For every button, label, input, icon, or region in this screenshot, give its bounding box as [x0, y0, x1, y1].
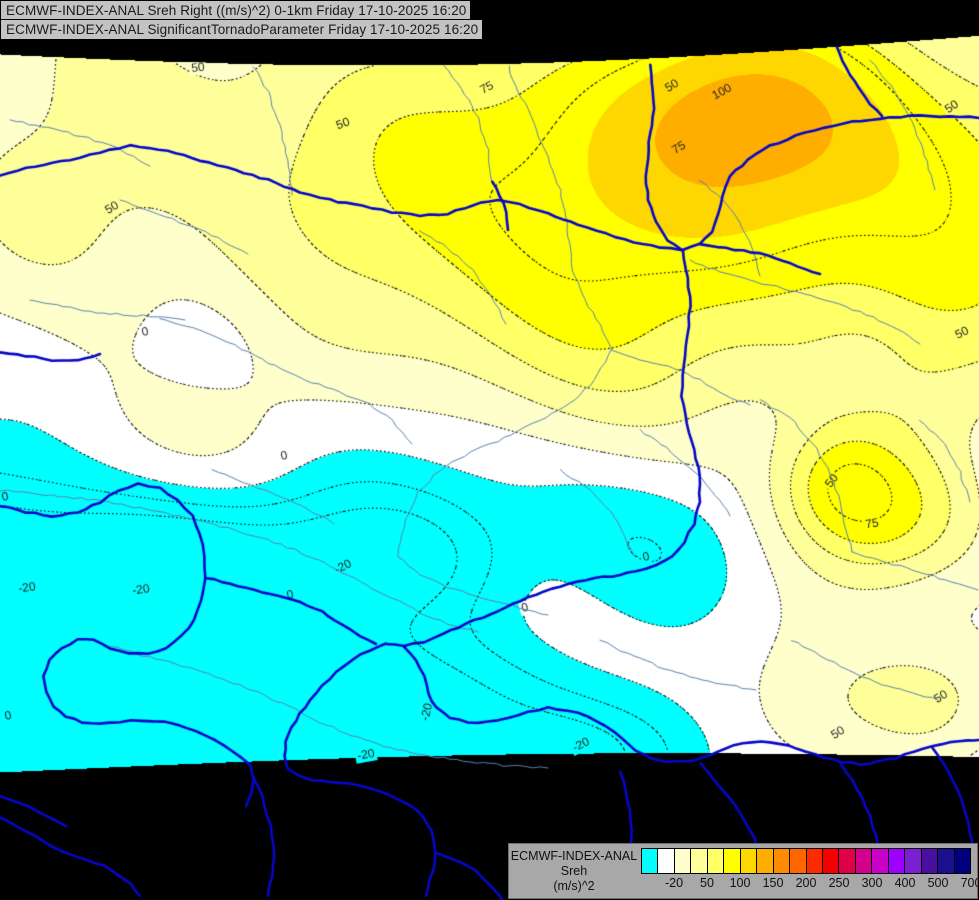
colorbar-swatch-19[interactable] — [954, 849, 971, 873]
legend-scale: -20 50 100 150 200 250 300 400 500 700 — [639, 844, 979, 893]
colorbar-swatch-17[interactable] — [921, 849, 939, 873]
legend-title-block: ECMWF-INDEX-ANAL Sreh (m/s)^2 — [509, 844, 639, 894]
colorbar-tick-300: 300 — [861, 876, 883, 890]
colorbar-tick-400: 400 — [894, 876, 916, 890]
title-bar-stp: ECMWF-INDEX-ANAL SignificantTornadoParam… — [0, 19, 484, 40]
colorbar-swatch-5[interactable] — [724, 849, 741, 873]
colorbar-tick-700: 700 — [960, 876, 979, 890]
colorbar-ticks: -20 50 100 150 200 250 300 400 500 700 — [641, 875, 979, 893]
colorbar-swatch-14[interactable] — [872, 849, 889, 873]
colorbar-tick-100: 100 — [729, 876, 751, 890]
colorbar-swatch-15[interactable] — [888, 849, 906, 873]
colorbar-swatch-13[interactable] — [855, 849, 873, 873]
colorbar-swatch-11[interactable] — [822, 849, 840, 873]
colorbar-swatch-8[interactable] — [773, 849, 791, 873]
colorbar-tick-500: 500 — [927, 876, 949, 890]
colorbar-legend[interactable]: ECMWF-INDEX-ANAL Sreh (m/s)^2 -20 50 100 15… — [508, 843, 979, 899]
colorbar-tick-150: 150 — [762, 876, 784, 890]
colorbar-swatch-10[interactable] — [806, 849, 823, 873]
colorbar-tick-200: 200 — [795, 876, 817, 890]
colorbar-tick-250: 250 — [828, 876, 850, 890]
colorbar-swatch-7[interactable] — [757, 849, 774, 873]
colorbar-swatch-0[interactable] — [642, 849, 659, 873]
legend-model-label: ECMWF-INDEX-ANAL — [510, 849, 638, 863]
colorbar-swatch-3[interactable] — [691, 849, 708, 873]
colorbar-swatch-12[interactable] — [839, 849, 856, 873]
colorbar-tick--20: -20 — [664, 876, 684, 890]
colorbar-swatch-1[interactable] — [658, 849, 675, 873]
colorbar-tick-50: 50 — [700, 876, 714, 890]
legend-variable-label: Sreh — [560, 864, 588, 878]
colorbar-swatch-16[interactable] — [905, 849, 922, 873]
colorbar-swatch-18[interactable] — [938, 849, 955, 873]
colorbar-swatch-4[interactable] — [707, 849, 725, 873]
legend-units-label: (m/s)^2 — [553, 879, 595, 893]
colorbar-swatch-6[interactable] — [740, 849, 758, 873]
colorbar-swatch-9[interactable] — [790, 849, 807, 873]
colorbar-swatch-2[interactable] — [674, 849, 692, 873]
title-bar-sreh: ECMWF-INDEX-ANAL Sreh Right ((m/s)^2) 0-… — [0, 0, 472, 21]
colorbar-swatches[interactable] — [641, 848, 971, 874]
